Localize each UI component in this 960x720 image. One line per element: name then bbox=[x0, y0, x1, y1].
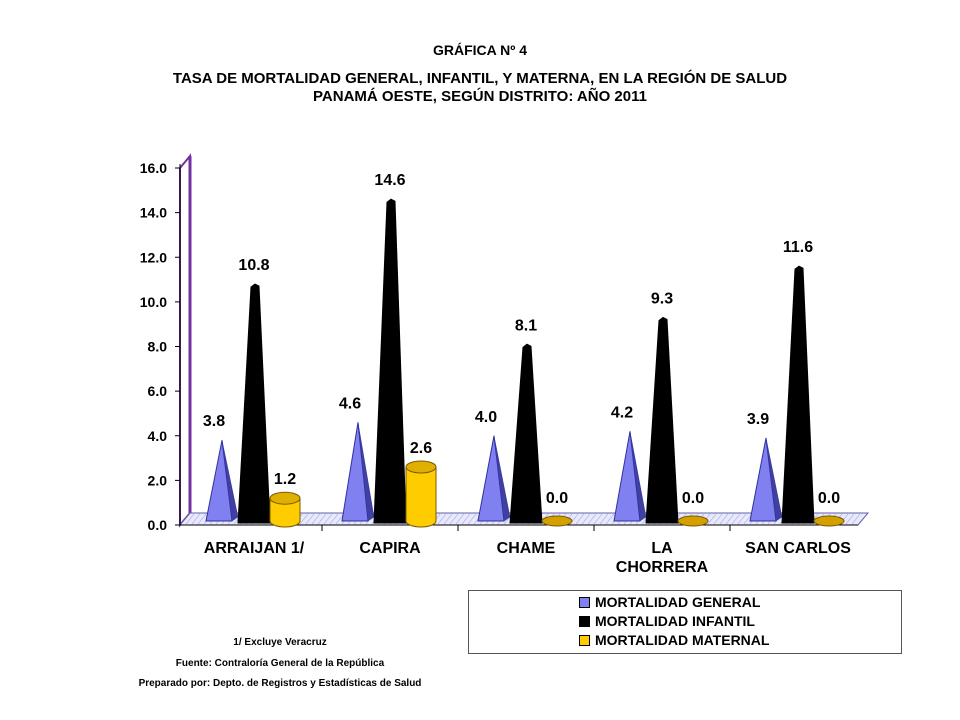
legend: MORTALIDAD GENERAL MORTALIDAD INFANTIL M… bbox=[468, 590, 902, 654]
data-label: 3.8 bbox=[203, 413, 225, 430]
floor-hatch bbox=[299, 513, 309, 525]
bar-general-shade bbox=[221, 440, 239, 522]
floor-hatch bbox=[605, 513, 615, 525]
data-label: 0.0 bbox=[682, 490, 704, 507]
chart-title-line2: PANAMÁ OESTE, SEGÚN DISTRITO: AÑO 2011 bbox=[313, 88, 647, 105]
x-category-label: CHORRERA bbox=[616, 559, 709, 576]
labels-layer: 3.8 10.8 1.2 ARRAIJAN 1/4.6 14.6 2.6 CAPIRA 4.0… bbox=[203, 172, 851, 576]
data-label: 4.2 bbox=[611, 404, 633, 421]
floor-hatch bbox=[443, 513, 453, 525]
bar-general-shade bbox=[357, 422, 375, 522]
bar-maternal bbox=[677, 515, 709, 527]
bar-maternal-top bbox=[269, 491, 301, 505]
data-label: 11.6 bbox=[783, 239, 813, 256]
floor-hatch bbox=[593, 513, 603, 525]
bar-general-shade bbox=[493, 435, 511, 522]
y-tick-label: 12.0 bbox=[140, 249, 167, 265]
footnote-note: 1/ Excluye Veracruz bbox=[233, 637, 327, 648]
floor-hatch bbox=[725, 513, 735, 525]
floor-hatch bbox=[329, 513, 339, 525]
legend-label-infantil: MORTALIDAD INFANTIL bbox=[595, 613, 755, 629]
bar-maternal bbox=[405, 466, 437, 528]
y-tick-label: 0.0 bbox=[148, 517, 168, 533]
legend-swatch-general bbox=[579, 597, 590, 608]
floor-hatch bbox=[587, 513, 597, 525]
floor-hatch bbox=[305, 513, 315, 525]
floor-hatch bbox=[575, 513, 585, 525]
floor-hatch bbox=[317, 513, 327, 525]
bar-infantil bbox=[373, 198, 407, 524]
data-label: 4.0 bbox=[475, 409, 497, 426]
floor-hatch bbox=[323, 513, 333, 525]
data-label: 8.1 bbox=[515, 317, 537, 334]
bar-maternal bbox=[541, 515, 573, 527]
bar-general-shade bbox=[765, 437, 783, 522]
data-label: 4.6 bbox=[339, 395, 361, 412]
marks-layer bbox=[205, 198, 845, 528]
bar-infantil bbox=[509, 343, 543, 524]
legend-swatch-infantil bbox=[579, 616, 590, 627]
data-label: 3.9 bbox=[747, 411, 769, 428]
footnote-prepared: Preparado por: Depto. de Registros y Est… bbox=[138, 678, 422, 689]
floor-hatch bbox=[461, 513, 471, 525]
floor-hatch bbox=[845, 513, 855, 525]
floor-hatch bbox=[437, 513, 447, 525]
data-label: 0.0 bbox=[818, 490, 840, 507]
y-tick-label: 6.0 bbox=[148, 383, 168, 399]
y-tick-label: 10.0 bbox=[140, 294, 167, 310]
bar-infantil bbox=[237, 283, 271, 524]
floor-hatch bbox=[581, 513, 591, 525]
x-category-label: CAPIRA bbox=[359, 540, 421, 557]
bar-maternal bbox=[813, 515, 845, 527]
floor-hatch bbox=[599, 513, 609, 525]
data-label: 9.3 bbox=[651, 290, 673, 307]
floor-hatch bbox=[185, 513, 195, 525]
bar-general-shade bbox=[629, 431, 647, 522]
y-tick-label: 4.0 bbox=[148, 428, 168, 444]
floor-hatch bbox=[311, 513, 321, 525]
legend-label-maternal: MORTALIDAD MATERNAL bbox=[595, 632, 770, 648]
y-tick-label: 8.0 bbox=[148, 339, 168, 355]
bar-infantil bbox=[645, 316, 679, 524]
y-tick-label: 14.0 bbox=[140, 205, 167, 221]
data-label: 1.2 bbox=[274, 471, 296, 488]
floor-hatch bbox=[713, 513, 723, 525]
y-tick-label: 16.0 bbox=[140, 160, 167, 176]
floor-hatch bbox=[719, 513, 729, 525]
floor-hatch bbox=[197, 513, 207, 525]
bar-maternal bbox=[269, 497, 301, 528]
chart-title: TASA DE MORTALIDAD GENERAL, INFANTIL, Y … bbox=[0, 70, 960, 106]
floor-hatch bbox=[737, 513, 747, 525]
floor-hatch bbox=[851, 513, 861, 525]
floor-hatch bbox=[707, 513, 717, 525]
floor-hatch bbox=[731, 513, 741, 525]
data-label: 14.6 bbox=[374, 172, 405, 189]
x-category-label: ARRAIJAN 1/ bbox=[204, 540, 305, 557]
bar-maternal-top bbox=[405, 460, 437, 474]
data-label: 2.6 bbox=[410, 440, 432, 457]
x-category-label: LA bbox=[651, 540, 673, 557]
floor-hatch bbox=[449, 513, 459, 525]
chart-label: GRÁFICA Nº 4 bbox=[432, 42, 528, 58]
x-category-label: CHAME bbox=[497, 540, 556, 557]
bar-infantil bbox=[781, 265, 815, 524]
floor-hatch bbox=[191, 513, 201, 525]
data-label: 10.8 bbox=[238, 257, 269, 274]
legend-label-general: MORTALIDAD GENERAL bbox=[595, 594, 761, 610]
floor-hatch bbox=[455, 513, 465, 525]
data-label: 0.0 bbox=[546, 490, 568, 507]
chart-title-line1: TASA DE MORTALIDAD GENERAL, INFANTIL, Y … bbox=[172, 70, 788, 87]
footnote-source: Fuente: Contraloría General de la Repúbl… bbox=[175, 658, 385, 669]
y-tick-label: 2.0 bbox=[148, 472, 168, 488]
legend-swatch-maternal bbox=[579, 635, 590, 646]
x-category-label: SAN CARLOS bbox=[745, 540, 851, 557]
floor-hatch bbox=[467, 513, 477, 525]
